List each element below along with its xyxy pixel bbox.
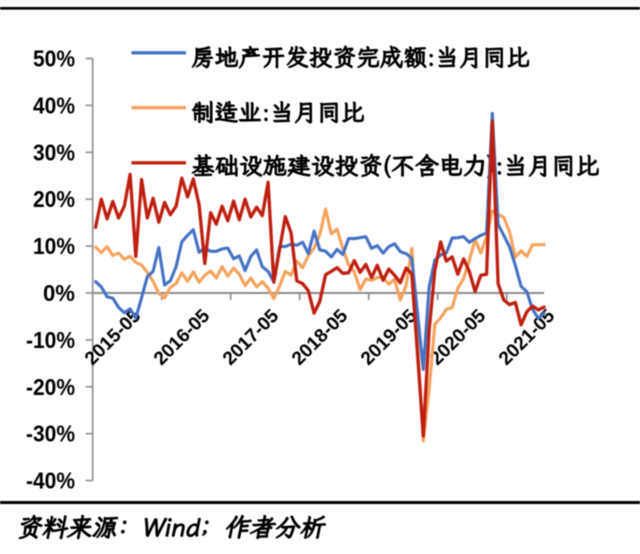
svg-text:30%: 30% — [33, 139, 75, 165]
svg-text:-10%: -10% — [26, 327, 75, 353]
svg-text:10%: 10% — [33, 233, 75, 259]
svg-text:50%: 50% — [33, 46, 75, 72]
svg-text:-20%: -20% — [26, 374, 75, 400]
svg-text:-30%: -30% — [26, 421, 75, 447]
svg-text:20%: 20% — [33, 186, 75, 212]
svg-text:-40%: -40% — [26, 468, 75, 494]
svg-text:0%: 0% — [43, 280, 75, 306]
svg-text:40%: 40% — [33, 92, 75, 118]
